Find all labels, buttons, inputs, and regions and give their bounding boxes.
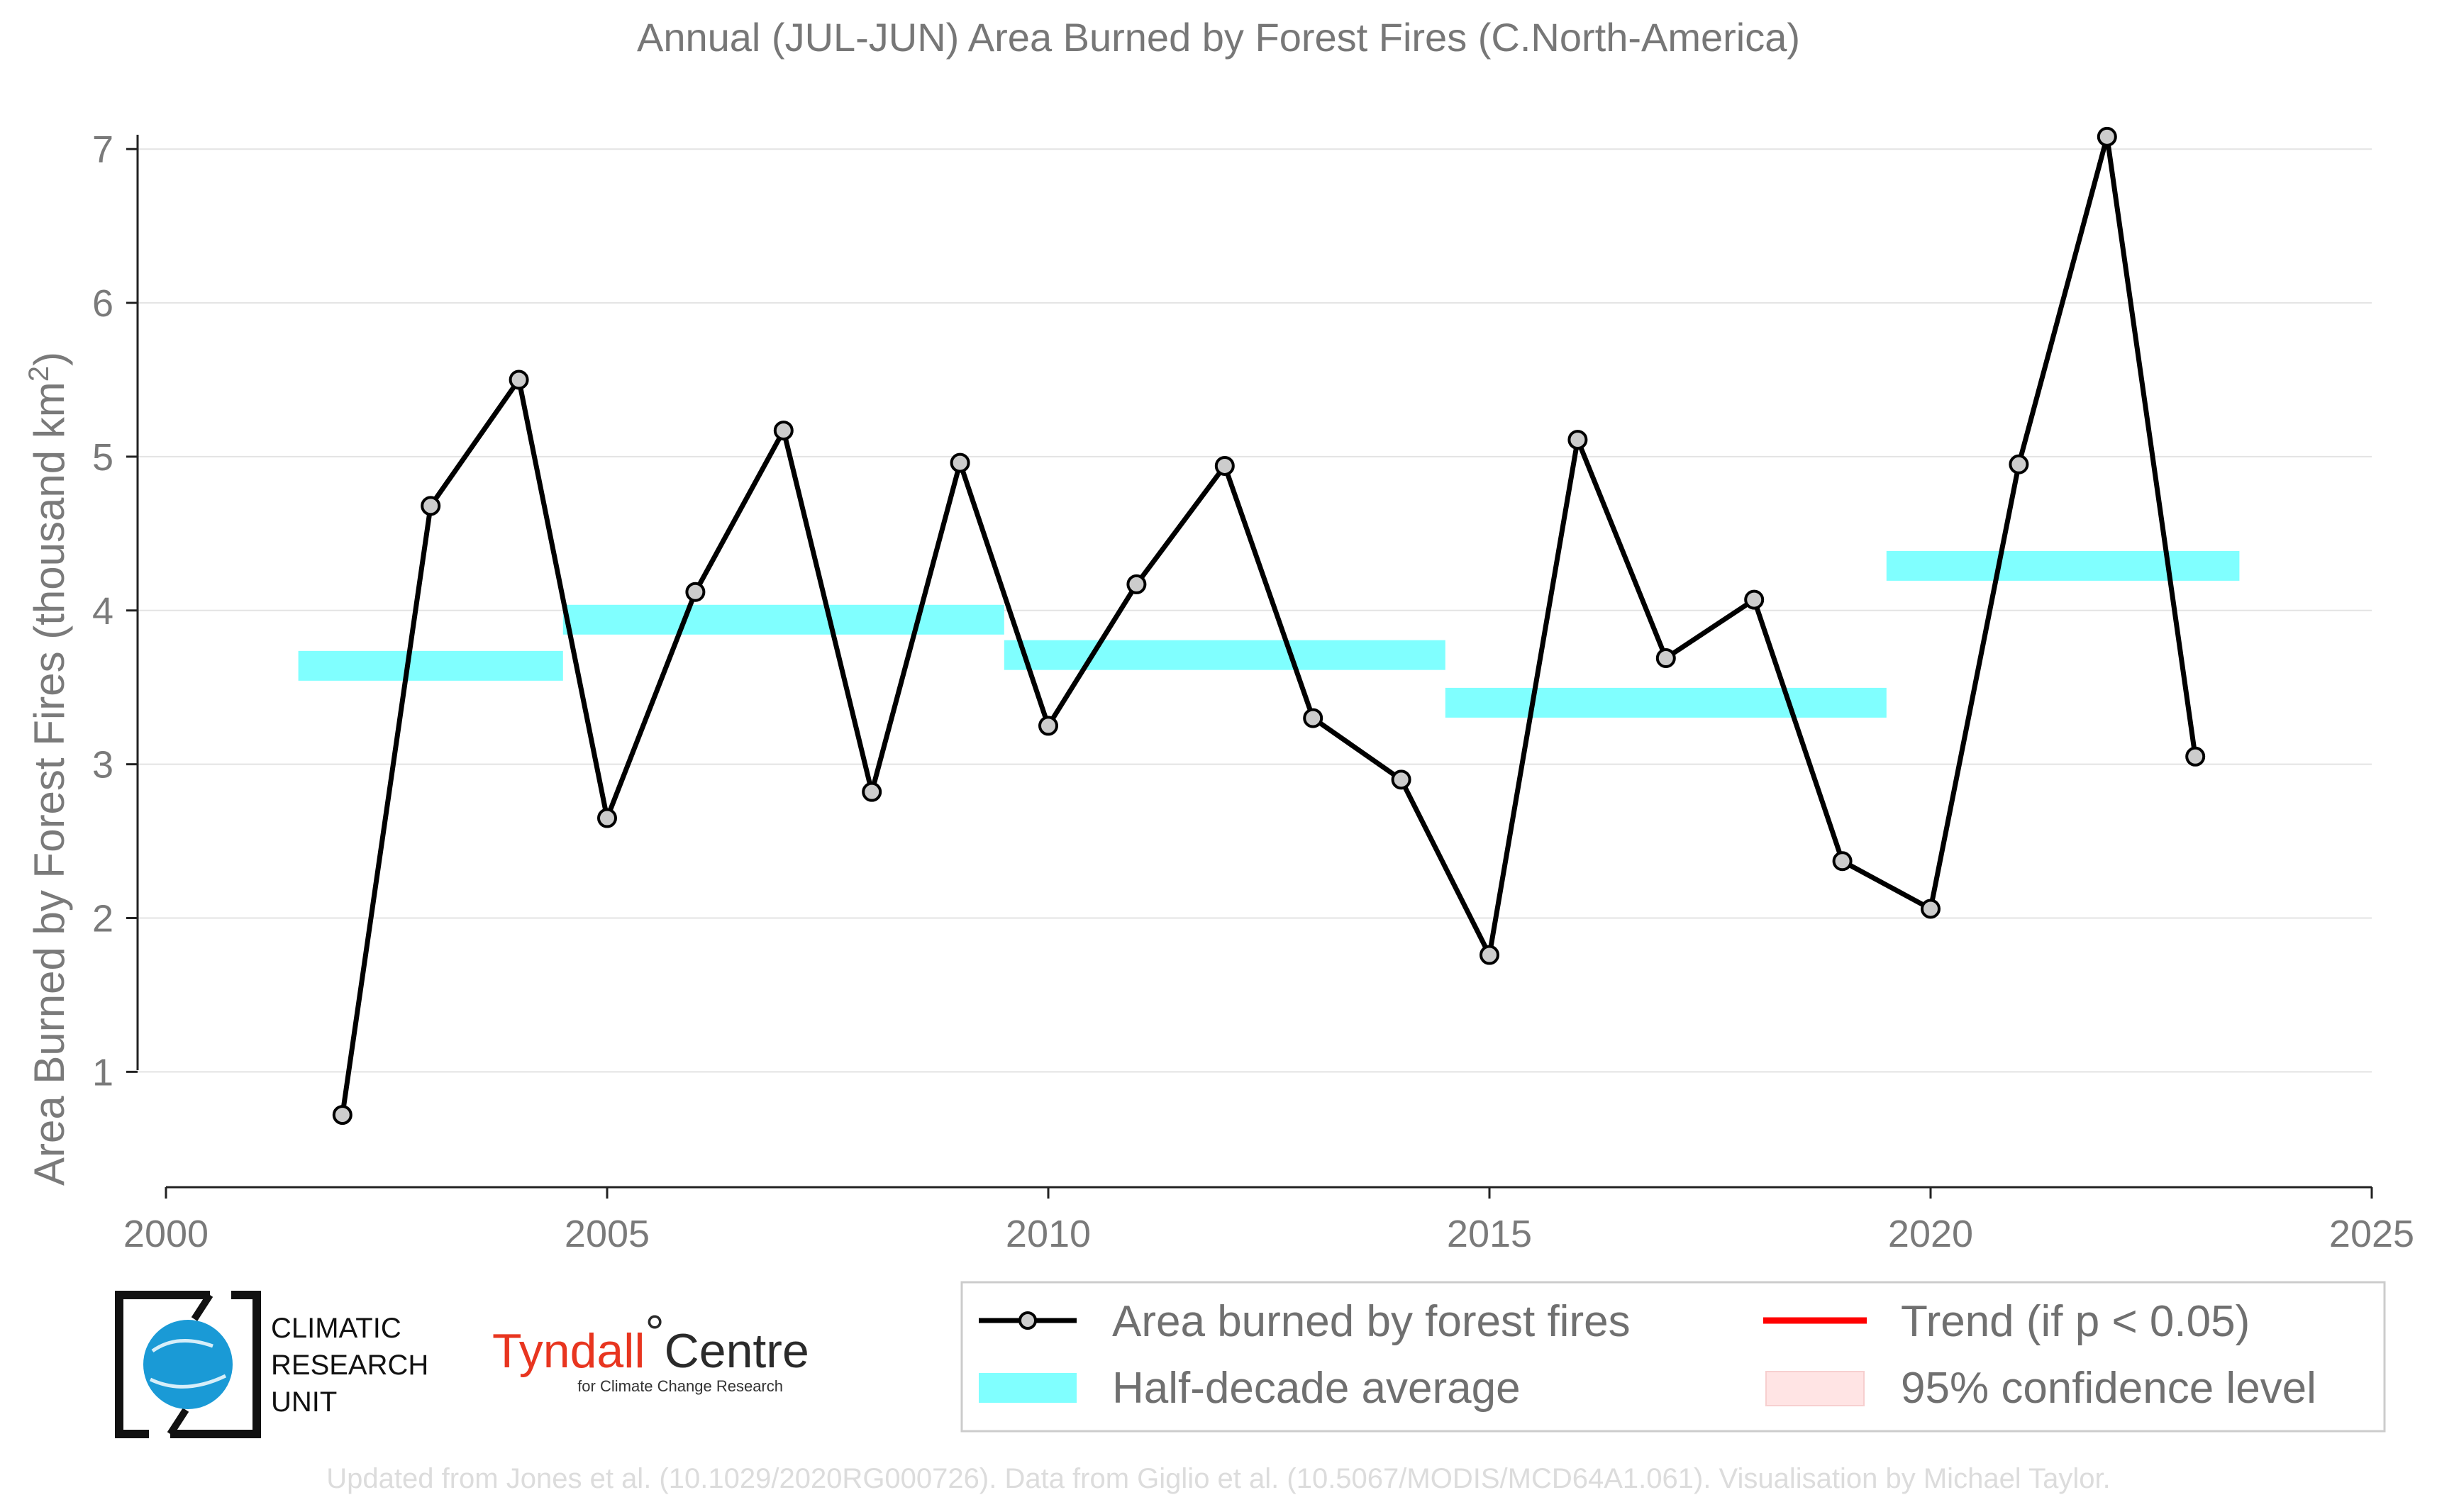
legend: Area burned by forest fires Trend (if p … [960, 1281, 2386, 1433]
legend-label-confidence: 95% confidence level [1901, 1364, 2316, 1413]
x-tick-label-2025: 2025 [2329, 1213, 2414, 1255]
globe-swirl-bottom [149, 1374, 227, 1389]
legend-label-series: Area burned by forest fires [1112, 1297, 1631, 1346]
data-point-2020 [1921, 899, 1941, 919]
cru-label-line-1: CLIMATIC [271, 1313, 401, 1344]
data-point-2007 [773, 421, 794, 441]
data-point-2006 [685, 582, 706, 602]
y-axis-ticks: 1 2 3 4 5 6 7 [92, 128, 138, 1094]
tyndall-logo: Tyndall°Centre for Climate Change Resear… [492, 1306, 809, 1395]
x-tick-label-2020: 2020 [1888, 1213, 1973, 1255]
cru-label-line-3: UNIT [271, 1386, 337, 1418]
y-tick-label-7: 7 [92, 128, 113, 171]
tyndall-wordmark: Tyndall°Centre [492, 1306, 809, 1378]
cru-bracket-right [170, 1291, 261, 1438]
globe-swirl-top [151, 1338, 213, 1353]
data-point-2015 [1480, 945, 1499, 965]
data-point-2013 [1303, 708, 1323, 728]
data-point-2019 [1832, 851, 1853, 872]
y-tick-label-5: 5 [92, 436, 113, 479]
data-point-2021 [2009, 454, 2029, 474]
legend-item-confidence: 95% confidence level [1765, 1364, 2316, 1413]
x-axis-ticks: 2000 2005 2010 2015 2020 2025 [123, 1187, 2414, 1255]
legend-confidence-swatch [1765, 1371, 1865, 1406]
tyndall-subtitle: for Climate Change Research [577, 1377, 783, 1395]
source-footer: Updated from Jones et al. (10.1029/2020R… [326, 1463, 2110, 1494]
legend-frame [960, 1281, 2386, 1433]
half-decade-bar-0 [298, 650, 563, 681]
series-line-path [340, 134, 2198, 1116]
cru-bracket-slash-bottom [167, 1408, 189, 1436]
y-axis-label: Area Burned by Forest Fires (thousand km… [23, 352, 73, 1186]
axes [136, 135, 2372, 1189]
data-point-2003 [421, 496, 441, 516]
cru-logo: CLIMATIC RESEARCH UNIT [115, 1291, 428, 1438]
data-point-2022 [2097, 126, 2117, 147]
data-point-2011 [1126, 574, 1147, 594]
x-tick-label-2005: 2005 [565, 1213, 650, 1255]
legend-average-swatch [979, 1373, 1077, 1403]
x-tick-label-2010: 2010 [1006, 1213, 1091, 1255]
globe-icon [143, 1320, 233, 1409]
cru-label-line-2: RESEARCH [271, 1350, 428, 1381]
chart-title: Annual (JUL-JUN) Area Burned by Forest F… [637, 15, 1800, 60]
cru-bracket-slash-top [191, 1293, 213, 1321]
x-tick-label-2000: 2000 [123, 1213, 209, 1255]
data-point-2002 [332, 1105, 352, 1125]
series-points [332, 126, 2206, 1125]
data-point-2018 [1744, 589, 1765, 610]
data-point-2023 [2185, 746, 2206, 767]
y-tick-label-1: 1 [92, 1051, 113, 1094]
data-point-2008 [862, 782, 882, 802]
legend-label-average: Half-decade average [1112, 1364, 1521, 1413]
half-decade-bar-3 [1445, 687, 1887, 718]
cru-bracket-left [115, 1291, 210, 1438]
half-decade-bar-4 [1886, 550, 2240, 581]
y-tick-label-4: 4 [92, 590, 113, 633]
data-point-2016 [1567, 430, 1588, 450]
x-tick-label-2015: 2015 [1447, 1213, 1532, 1255]
y-tick-label-3: 3 [92, 744, 113, 786]
half-decade-bar-2 [1004, 640, 1445, 670]
data-point-2017 [1655, 648, 1676, 669]
data-point-2005 [597, 808, 617, 828]
y-tick-label-2: 2 [92, 898, 113, 940]
legend-label-trend: Trend (if p < 0.05) [1901, 1297, 2250, 1346]
legend-item-trend: Trend (if p < 0.05) [1763, 1297, 2250, 1346]
legend-item-series: Area burned by forest fires [979, 1297, 1631, 1346]
half-decade-bar-1 [562, 604, 1004, 635]
y-tick-label-6: 6 [92, 282, 113, 325]
data-point-2004 [509, 369, 529, 390]
legend-series-marker-swatch [1018, 1311, 1037, 1330]
data-point-2014 [1391, 769, 1411, 790]
data-point-2009 [950, 452, 970, 473]
legend-item-average: Half-decade average [979, 1364, 1521, 1413]
half-decade-average-bars [298, 550, 2240, 718]
data-point-2010 [1038, 716, 1058, 736]
data-point-2012 [1214, 455, 1235, 476]
series-line [340, 134, 2198, 1116]
gridlines [138, 148, 2372, 1073]
